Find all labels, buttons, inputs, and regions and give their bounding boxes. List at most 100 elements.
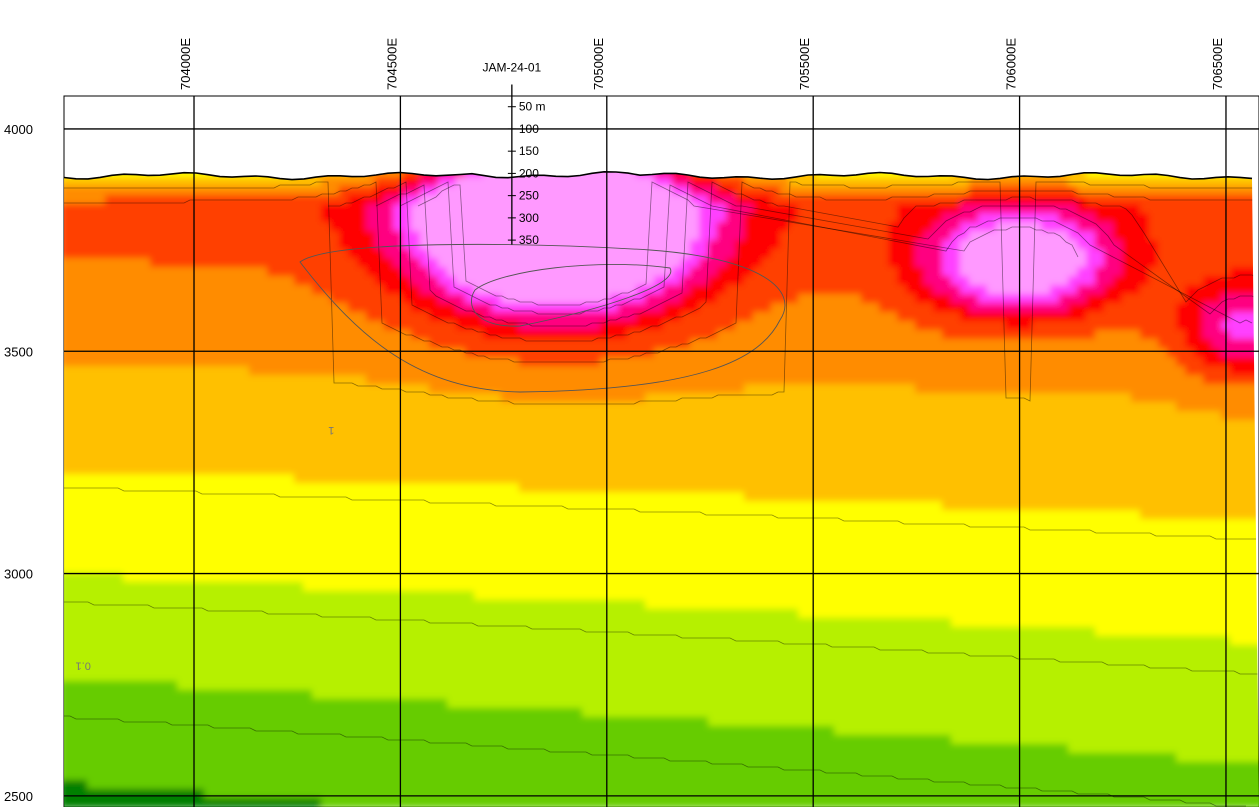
field-cell (825, 366, 835, 376)
field-cell (987, 204, 997, 214)
field-cell (447, 420, 457, 430)
field-cell (1041, 348, 1051, 358)
field-cell (753, 249, 763, 259)
field-cell (708, 249, 718, 259)
field-cell (357, 285, 367, 295)
field-cell (339, 186, 349, 196)
field-cell (1095, 195, 1105, 205)
field-cell (600, 339, 610, 349)
field-cell (69, 393, 79, 403)
field-cell (321, 384, 331, 394)
field-cell (1005, 285, 1015, 295)
field-cell (924, 447, 934, 457)
field-cell (1176, 267, 1186, 277)
field-cell (240, 267, 250, 277)
field-cell (699, 204, 709, 214)
field-cell (762, 222, 772, 232)
field-cell (960, 177, 970, 187)
field-cell (339, 294, 349, 304)
field-cell (1158, 375, 1168, 385)
field-cell (1095, 456, 1105, 466)
field-cell (69, 177, 79, 187)
field-cell (537, 393, 547, 403)
field-cell (123, 456, 133, 466)
field-cell (879, 411, 889, 421)
field-cell (123, 429, 133, 439)
field-cell (987, 420, 997, 430)
field-cell (465, 240, 475, 250)
field-cell (807, 402, 817, 412)
field-cell (1140, 411, 1150, 421)
field-cell (150, 330, 160, 340)
field-cell (132, 222, 142, 232)
field-cell (528, 456, 538, 466)
field-cell (690, 375, 700, 385)
field-cell (267, 276, 277, 286)
field-cell (564, 177, 574, 187)
field-cell (1176, 231, 1186, 241)
field-cell (267, 465, 277, 475)
field-cell (798, 285, 808, 295)
field-cell (879, 294, 889, 304)
field-cell (780, 186, 790, 196)
field-cell (375, 222, 385, 232)
field-cell (114, 411, 124, 421)
field-cell (951, 447, 961, 457)
field-cell (762, 330, 772, 340)
field-cell (78, 375, 88, 385)
field-cell (546, 393, 556, 403)
field-cell (186, 384, 196, 394)
field-cell (663, 303, 673, 313)
field-cell (78, 384, 88, 394)
field-cell (564, 393, 574, 403)
field-cell (231, 249, 241, 259)
field-cell (438, 231, 448, 241)
field-cell (1023, 267, 1033, 277)
field-cell (654, 258, 664, 268)
field-cell (924, 285, 934, 295)
field-cell (411, 258, 421, 268)
field-cell (375, 411, 385, 421)
field-cell (474, 204, 484, 214)
field-cell (1149, 267, 1159, 277)
field-cell (690, 474, 700, 484)
field-cell (969, 429, 979, 439)
field-cell (141, 267, 151, 277)
field-cell (834, 177, 844, 187)
field-cell (168, 330, 178, 340)
field-cell (429, 393, 439, 403)
field-cell (1104, 429, 1114, 439)
field-cell (663, 240, 673, 250)
field-cell (906, 330, 916, 340)
field-cell (879, 276, 889, 286)
field-cell (1032, 294, 1042, 304)
field-cell (375, 429, 385, 439)
field-cell (699, 348, 709, 358)
field-cell (267, 330, 277, 340)
field-cell (528, 303, 538, 313)
field-cell (177, 213, 187, 223)
field-cell (591, 285, 601, 295)
field-cell (582, 357, 592, 367)
field-cell (114, 375, 124, 385)
field-cell (1212, 276, 1222, 286)
field-cell (825, 258, 835, 268)
field-cell (834, 186, 844, 196)
field-cell (1005, 402, 1015, 412)
field-cell (420, 321, 430, 331)
field-cell (573, 339, 583, 349)
field-cell (690, 411, 700, 421)
field-cell (933, 285, 943, 295)
field-cell (393, 474, 403, 484)
field-cell (240, 222, 250, 232)
field-cell (64, 411, 70, 421)
field-cell (888, 195, 898, 205)
field-cell (771, 375, 781, 385)
field-cell (357, 357, 367, 367)
field-cell (204, 240, 214, 250)
field-cell (933, 186, 943, 196)
field-cell (1005, 222, 1015, 232)
field-cell (735, 429, 745, 439)
field-cell (1077, 321, 1087, 331)
field-cell (852, 393, 862, 403)
